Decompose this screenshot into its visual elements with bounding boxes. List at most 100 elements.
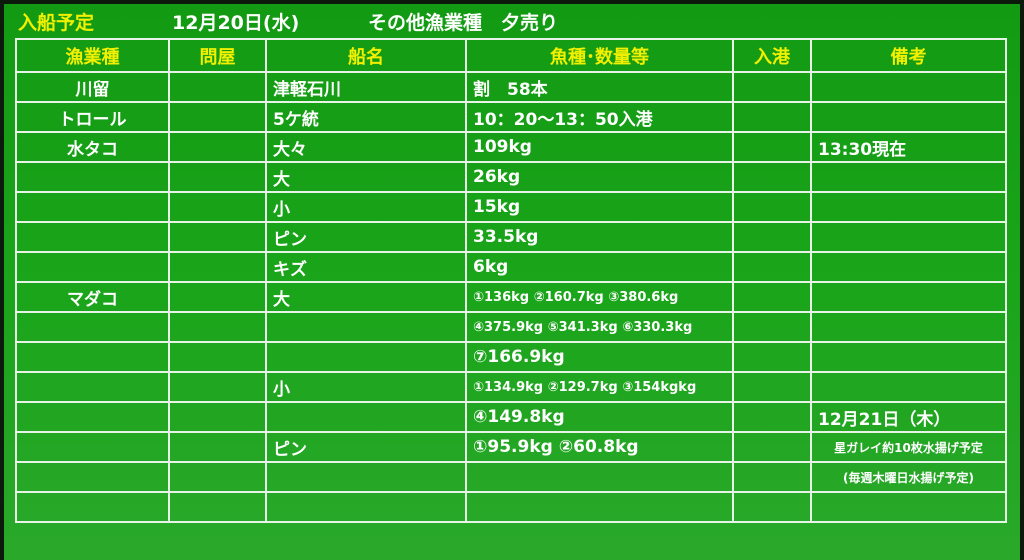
table-cell	[732, 191, 812, 223]
table-cell	[168, 431, 267, 463]
table-cell	[15, 191, 170, 223]
table-cell	[168, 371, 267, 403]
table-cell	[465, 491, 734, 523]
table-cell: 大	[265, 161, 467, 193]
table-cell: ①134.9kg ②129.7kg ③154kgkg	[465, 371, 734, 403]
table-cell: 13:30現在	[810, 131, 1007, 163]
table-row: ④375.9kg ⑤341.3kg ⑥330.3kg	[15, 311, 1007, 343]
table-cell: 109kg	[465, 131, 734, 163]
table-row: 水タコ 大々 109kg 13:30現在	[15, 131, 1007, 163]
table-cell	[732, 431, 812, 463]
display-board: 入船予定 12月20日(水) その他漁業種 夕売り 漁業種 問屋 船名 魚種･数量等入…	[4, 4, 1020, 560]
table-cell	[732, 401, 812, 433]
table-cell	[168, 311, 267, 343]
table-cell	[168, 191, 267, 223]
table-cell	[265, 401, 467, 433]
table-cell: 5ケ統	[265, 101, 467, 133]
table-cell: マダコ	[15, 281, 170, 313]
table-cell: 26kg	[465, 161, 734, 193]
table-cell	[732, 341, 812, 373]
table-cell	[15, 461, 170, 493]
table-cell	[732, 281, 812, 313]
table-cell: ピン	[265, 431, 467, 463]
table-cell	[168, 461, 267, 493]
table-cell	[810, 251, 1007, 283]
table-cell: 小	[265, 191, 467, 223]
table-cell	[168, 161, 267, 193]
table-cell	[168, 221, 267, 253]
column-header: 魚種･数量等	[465, 38, 734, 73]
column-header: 船名	[265, 38, 467, 73]
column-header: 入港	[732, 38, 812, 73]
table-cell: 小	[265, 371, 467, 403]
table-row: (毎週木曜日水揚げ予定)	[15, 461, 1007, 493]
table-cell	[15, 401, 170, 433]
table-cell: 川留	[15, 71, 170, 103]
table-row: ピン 33.5kg	[15, 221, 1007, 253]
table-cell	[810, 371, 1007, 403]
table-cell: 津軽石川	[265, 71, 467, 103]
table-cell	[265, 311, 467, 343]
table-cell	[15, 431, 170, 463]
table-row: 小 ①134.9kg ②129.7kg ③154kgkg	[15, 371, 1007, 403]
table-cell	[732, 131, 812, 163]
table-cell	[168, 341, 267, 373]
table-cell	[732, 161, 812, 193]
table-cell: ピン	[265, 221, 467, 253]
table-cell: 6kg	[465, 251, 734, 283]
table-cell: 大々	[265, 131, 467, 163]
table-cell: 12月21日（木）	[810, 401, 1007, 433]
table-row	[15, 491, 1007, 523]
table-cell	[810, 101, 1007, 133]
table-cell	[732, 311, 812, 343]
column-header: 備考	[810, 38, 1007, 73]
table-cell: 星ガレイ約10枚水揚げ予定	[810, 431, 1007, 463]
column-header: 漁業種	[15, 38, 170, 73]
table-cell	[15, 311, 170, 343]
table-cell: 15kg	[465, 191, 734, 223]
table-cell	[168, 491, 267, 523]
table-cell	[810, 161, 1007, 193]
table-cell	[265, 461, 467, 493]
table-cell	[732, 371, 812, 403]
table-row: トロール 5ケ統 10：20～13：50入港	[15, 101, 1007, 133]
table-cell	[168, 251, 267, 283]
table-cell	[732, 221, 812, 253]
table-cell	[168, 401, 267, 433]
table-cell	[732, 71, 812, 103]
table-row: 川留 津軽石川割 58本	[15, 71, 1007, 103]
table-cell: ④149.8kg	[465, 401, 734, 433]
table-cell	[15, 251, 170, 283]
table-cell	[265, 341, 467, 373]
table-cell	[732, 251, 812, 283]
table-cell	[15, 491, 170, 523]
table-cell	[15, 341, 170, 373]
table-cell: 大	[265, 281, 467, 313]
table-cell: ⑦166.9kg	[465, 341, 734, 373]
table-cell	[465, 461, 734, 493]
table-cell	[810, 281, 1007, 313]
table-cell	[732, 461, 812, 493]
board-label: 入船予定	[18, 12, 95, 34]
table-cell	[15, 161, 170, 193]
table-row: ⑦166.9kg	[15, 341, 1007, 373]
table-cell: (毎週木曜日水揚げ予定)	[810, 461, 1007, 493]
table-cell	[810, 311, 1007, 343]
table-cell	[732, 101, 812, 133]
landing-table: 漁業種 問屋 船名 魚種･数量等 入港 備考川留 津軽石川割 58本トロール 5ケ統 10：20…	[15, 38, 1007, 523]
table-cell	[810, 71, 1007, 103]
table-cell	[15, 221, 170, 253]
table-row: キズ 6kg	[15, 251, 1007, 283]
table-row: ピン ①95.9kg ②60.8kg 星ガレイ約10枚水揚げ予定	[15, 431, 1007, 463]
table-cell	[810, 491, 1007, 523]
table-cell: ④375.9kg ⑤341.3kg ⑥330.3kg	[465, 311, 734, 343]
table-cell	[168, 281, 267, 313]
table-cell	[168, 71, 267, 103]
table-cell: トロール	[15, 101, 170, 133]
table-cell: 10：20～13：50入港	[465, 101, 734, 133]
table-cell	[168, 101, 267, 133]
table-cell: 割 58本	[465, 71, 734, 103]
column-header: 問屋	[168, 38, 267, 73]
table-cell	[810, 341, 1007, 373]
table-cell	[265, 491, 467, 523]
